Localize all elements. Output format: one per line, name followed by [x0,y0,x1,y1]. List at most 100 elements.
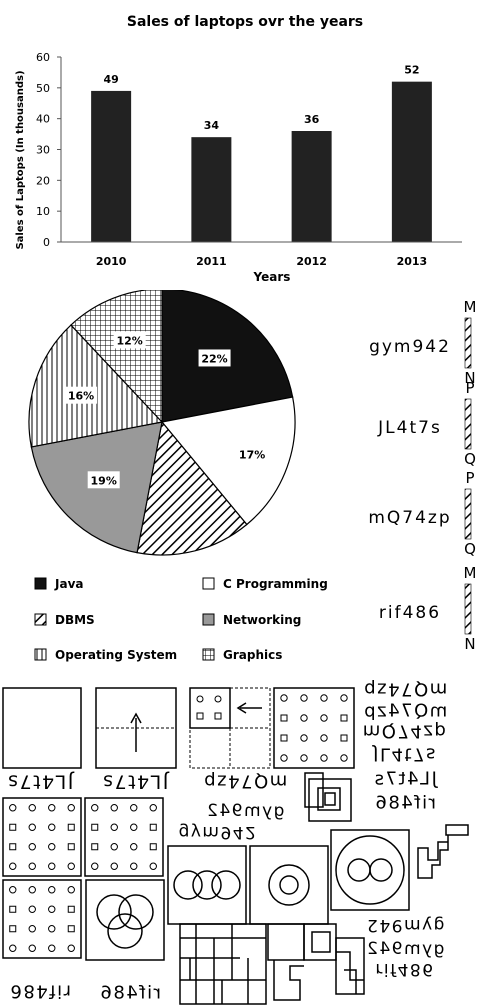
figure-three-circles [167,845,247,925]
mirrored-text: JL4t7s [7,770,75,792]
grid-square-mark [67,905,75,913]
code-series-text: mQ74zp [368,508,451,528]
figure-circle-ring [249,845,329,925]
y-tick-label: 20 [36,174,50,187]
grid-square-mark [9,905,17,913]
grid-circle-mark [28,862,36,870]
grid-circle-mark [130,843,138,851]
grid-circle-mark [67,944,75,952]
pie-data-label: 22% [201,352,227,365]
code-series-text: rif486 [379,603,441,623]
y-tick-label: 30 [36,144,50,157]
legend-swatch [202,613,215,626]
mirrored-text: rif486 [374,792,436,813]
code-series-bottom-letter: Q [464,540,476,558]
x-tick-label: 2012 [296,255,327,268]
grid-square-mark [340,714,348,722]
x-tick-label: 2010 [96,255,127,268]
bar-data-label: 49 [103,73,118,86]
legend-label: Java [54,577,83,591]
grid-circle-mark [48,823,56,831]
grid-circle-mark [110,862,118,870]
grid-circle-mark [48,925,56,933]
grid-circle-mark [340,694,348,702]
mirrored-text: mQ74zp [203,771,287,792]
grid-square-mark [9,925,17,933]
pie-label-bg [198,349,231,367]
mirrored-text: mQ74zp [363,721,447,742]
bar-data-label: 36 [304,113,320,126]
figure-dot-grid [84,797,164,877]
grid-circle-mark [28,823,36,831]
code-series-bottom-letter: N [464,635,475,653]
grid-circle-mark [300,714,308,722]
mirrored-text: gym942 [179,822,258,842]
mirrored-text: mQ74zp [363,680,447,700]
grid-circle-mark [130,862,138,870]
grid-square-mark [91,843,99,851]
pie-label-bg [113,331,146,349]
grid-square-mark [149,823,157,831]
grid-circle-mark [28,944,36,952]
grid-circle-mark [340,754,348,762]
code-series-text: gym942 [369,337,451,357]
grid-square-mark [149,843,157,851]
grid-circle-mark [67,886,75,894]
grid-circle-mark [320,714,328,722]
grid-circle-mark [320,734,328,742]
grid-circle-mark [48,843,56,851]
grid-square-mark [340,734,348,742]
code-series-bottom-letter: Q [464,450,476,468]
grid-circle-mark [9,886,17,894]
grid-circle-mark [28,843,36,851]
grid-square-mark [9,823,17,831]
grid-circle-mark [28,886,36,894]
grid-circle-mark [320,694,328,702]
figure-dot-grid [2,879,82,959]
legend-swatch [202,577,215,590]
figure-step-shape [417,824,469,879]
legend-swatch [34,613,47,626]
figure-dot-grid [2,797,82,877]
bar-2011 [191,137,232,242]
legend-swatch [34,577,47,590]
mirror-line [464,488,472,540]
y-tick-label: 10 [36,205,50,218]
bar-2012 [291,131,332,242]
figure-l-shapes [267,923,365,1001]
grid-circle-mark [28,905,36,913]
code-series-top-letter: P [465,469,474,487]
grid-circle-mark [48,905,56,913]
grid-square-mark [91,823,99,831]
mirrored-text: rif486 [9,981,71,1002]
code-series-top-letter: M [464,298,477,316]
grid-circle-mark [149,804,157,812]
grid-circle-mark [28,804,36,812]
x-tick-label: 2011 [196,255,227,268]
grid-circle-mark [9,862,17,870]
mirrored-text: rif486 [375,959,434,979]
pie-slice-dbms [136,420,248,556]
grid-square-mark [67,843,75,851]
grid-circle-mark [67,862,75,870]
pie-slice-graphics [70,290,163,424]
x-tick-label: 2013 [397,255,428,268]
grid-square-mark [280,734,288,742]
mirror-line [464,317,472,369]
legend-swatch [34,648,47,661]
y-axis-label: Sales of Laptops (In thousands) [15,70,26,249]
mirror-line [464,398,472,450]
legend-label: C Programming [223,577,328,591]
legend-label: DBMS [55,613,95,627]
pie-slice-c-programming [160,396,296,526]
legend-label: Networking [223,613,301,627]
grid-circle-mark [9,944,17,952]
figure-blank-square [2,687,82,769]
grid-circle-mark [130,823,138,831]
y-tick-label: 0 [43,236,50,249]
mirrored-text: JL4t7s [102,770,170,792]
grid-circle-mark [48,804,56,812]
figure-dot-grid [273,687,355,769]
code-series-top-letter: P [465,379,474,397]
pie-data-label: 17% [239,448,265,461]
